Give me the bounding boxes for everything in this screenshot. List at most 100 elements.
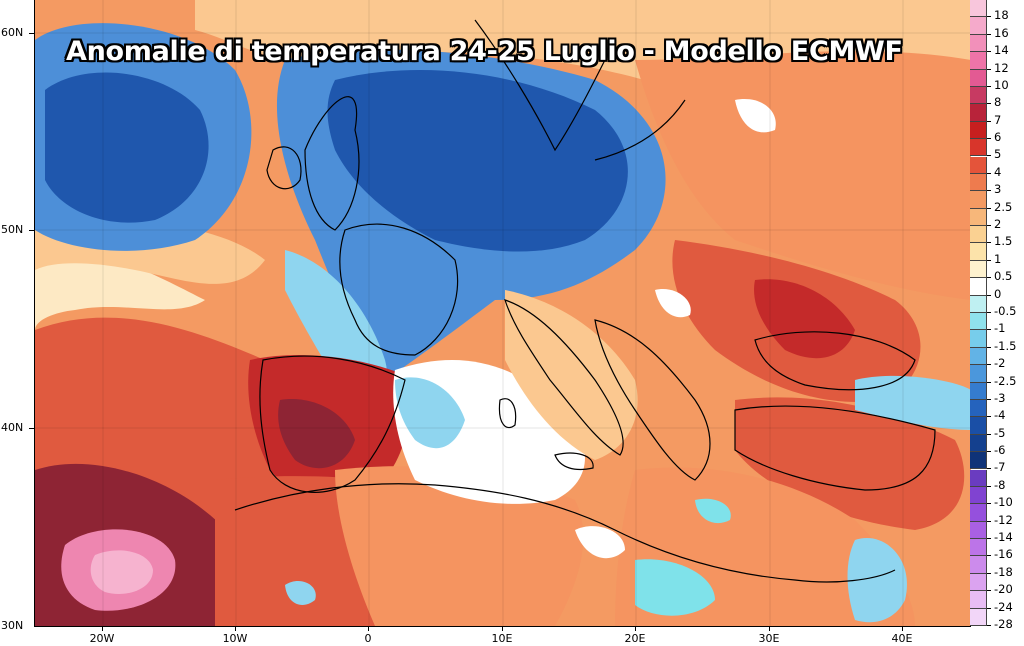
- colorbar-label: -4: [994, 408, 1006, 423]
- map-panel[interactable]: [34, 0, 971, 627]
- colorbar-swatch: [970, 330, 987, 348]
- colorbar-tick: [987, 520, 991, 522]
- colorbar-swatch: [970, 104, 987, 122]
- colorbar-swatch: [970, 608, 987, 626]
- colorbar-label: -12: [994, 512, 1013, 527]
- colorbar-tick: [987, 538, 991, 540]
- temperature-anomaly-map: [35, 0, 971, 626]
- lon-tick: [102, 626, 103, 631]
- colorbar-entry: -2: [970, 347, 1024, 370]
- lon-label-30e: 30E: [758, 632, 780, 645]
- colorbar-label: -18: [994, 564, 1013, 579]
- colorbar-tick: [987, 120, 991, 122]
- colorbar-tick: [987, 468, 991, 470]
- italy-cream: [505, 290, 638, 460]
- colorbar-swatch: [970, 173, 987, 192]
- lat-tick: [29, 230, 34, 231]
- cyan-patch-3: [285, 580, 316, 605]
- colorbar-tick: [987, 590, 991, 592]
- colorbar-tick: [987, 242, 991, 244]
- colorbar-swatch: [970, 313, 987, 331]
- colorbar-label: 8: [994, 95, 1002, 110]
- colorbar-swatch: [970, 139, 987, 157]
- colorbar-swatch: [970, 156, 987, 174]
- colorbar-swatch: [970, 521, 987, 540]
- colorbar-tick: [987, 277, 991, 279]
- coast-ireland: [266, 146, 302, 190]
- colorbar-swatch: [970, 399, 987, 418]
- colorbar-swatch: [970, 226, 987, 244]
- coast-north-africa: [234, 483, 896, 583]
- anomaly-field: [35, 0, 971, 626]
- coast-france: [339, 223, 459, 356]
- colorbar-entry: -16: [970, 539, 1024, 561]
- colorbar-swatch: [970, 86, 987, 105]
- colorbar-label: 1: [994, 251, 1002, 266]
- colorbar-entry: -28: [970, 608, 1024, 630]
- colorbar-swatch: [970, 278, 987, 296]
- colorbar-tick: [987, 451, 991, 453]
- colorbar-label: -20: [994, 582, 1013, 597]
- colorbar-tick: [987, 398, 991, 400]
- colorbar-label: -6: [994, 443, 1006, 458]
- colorbar-entry: 7: [970, 104, 1024, 126]
- colorbar-label: -2: [994, 356, 1006, 371]
- colorbar-swatch: [970, 260, 987, 279]
- lon-label-40e: 40E: [891, 632, 913, 645]
- colorbar-tick: [987, 433, 991, 435]
- colorbar-label: -0.5: [994, 303, 1017, 318]
- east-cyan: [855, 375, 971, 430]
- lat-label-50n: 50N: [1, 223, 24, 236]
- colorbar-label: -28: [994, 616, 1013, 631]
- colorbar-entry: 4: [970, 156, 1024, 178]
- colorbar-tick: [987, 259, 991, 261]
- colorbar-label: 0.5: [994, 269, 1013, 284]
- colorbar-tick: [987, 329, 991, 331]
- colorbar-swatch: [970, 452, 987, 470]
- colorbar-label: 0: [994, 286, 1002, 301]
- colorbar-swatch: [970, 469, 987, 487]
- colorbar-label: 1.5: [994, 234, 1013, 249]
- colorbar-entry: 12: [970, 52, 1024, 74]
- colorbar-label: -10: [994, 495, 1013, 510]
- deeper-blue-low: [45, 72, 209, 223]
- colorbar-entry: -8: [970, 469, 1024, 491]
- colorbar-entry: 2: [970, 208, 1024, 231]
- coastlines: [234, 19, 936, 583]
- lon-tick: [368, 626, 369, 631]
- colorbar-entry: 5: [970, 139, 1024, 161]
- colorbar-entry: -4: [970, 399, 1024, 422]
- colorbar-entry: -3: [970, 382, 1024, 404]
- colorbar-swatch: [970, 208, 987, 227]
- lon-tick: [635, 626, 636, 631]
- turkey-red: [735, 397, 965, 530]
- white-pocket-2: [655, 289, 691, 318]
- colorbar-tick: [987, 16, 991, 18]
- colorbar-tick: [987, 207, 991, 209]
- colorbar-entry: -7: [970, 452, 1024, 474]
- colorbar-swatch: [970, 0, 987, 18]
- colorbar-tick: [987, 33, 991, 35]
- lon-label-20w: 20W: [89, 632, 115, 645]
- colorbar-entry: 6: [970, 121, 1024, 144]
- colorbar-label: 2.5: [994, 199, 1013, 214]
- coast-italy: [504, 299, 624, 456]
- colorbar-label: 14: [994, 43, 1009, 58]
- colorbar-entry: 16: [970, 17, 1024, 39]
- lon-label-0: 0: [364, 632, 372, 645]
- coast-turkey: [734, 405, 936, 491]
- colorbar-swatch: [970, 434, 987, 453]
- colorbar-label: -2.5: [994, 373, 1017, 388]
- nafrica-orange: [335, 466, 584, 626]
- colorbar-label: 5: [994, 147, 1002, 162]
- colorbar-entry: -24: [970, 591, 1024, 613]
- colorbar-tick: [987, 572, 991, 574]
- colorbar-label: 2: [994, 217, 1002, 232]
- white-pocket-3: [735, 99, 776, 133]
- colorbar-label: -7: [994, 460, 1006, 475]
- colorbar-label: 16: [994, 25, 1009, 40]
- map-title: Anomalie di temperatura 24-25 Luglio - M…: [66, 36, 903, 67]
- colorbar-entry: -20: [970, 573, 1024, 596]
- colorbar-swatch: [970, 365, 987, 383]
- colorbar-swatch: [970, 417, 987, 435]
